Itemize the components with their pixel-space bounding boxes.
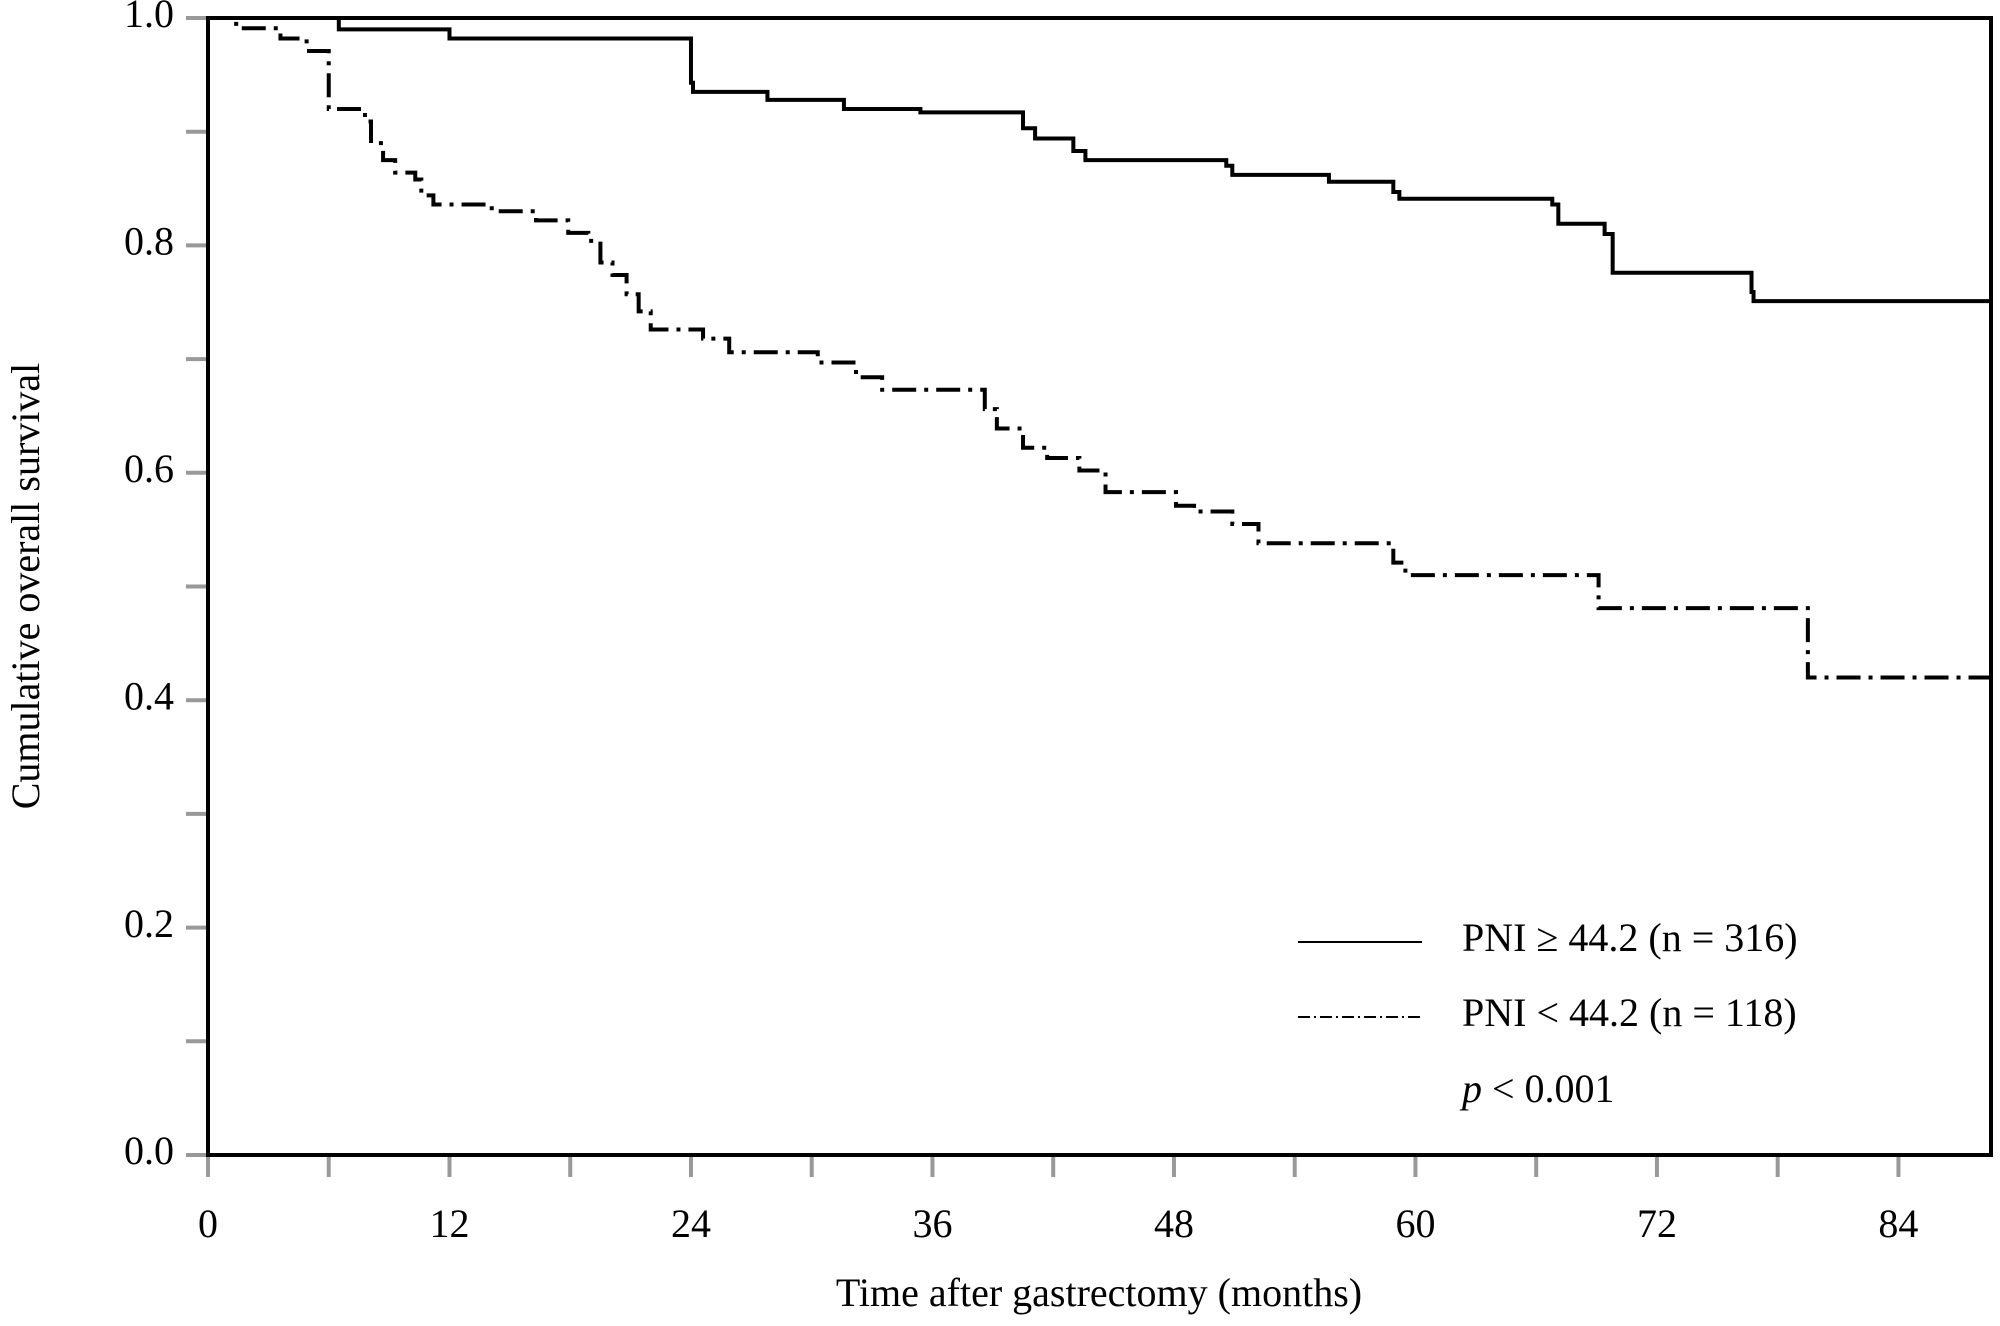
y-tick-label: 0.6: [124, 446, 174, 491]
y-axis-title: Cumulative overall survival: [3, 363, 48, 810]
x-tick-label: 36: [912, 1201, 952, 1246]
survival-curve: [208, 16, 1991, 304]
y-tick-label: 0.4: [124, 673, 174, 718]
y-tick-label: 0.2: [124, 901, 174, 946]
x-tick-label: 0: [198, 1201, 218, 1246]
plot-frame: [206, 16, 1993, 1157]
y-tick-label: 1.0: [124, 0, 174, 36]
x-tick-label: 84: [1878, 1201, 1918, 1246]
p-value-annotation: p < 0.001: [1459, 1066, 1615, 1111]
y-tick-label: 0.0: [124, 1128, 174, 1173]
legend-label: PNI < 44.2 (n = 118): [1462, 990, 1797, 1035]
survival-curve: [208, 16, 1991, 680]
x-tick-label: 12: [429, 1201, 469, 1246]
x-tick-label: 60: [1395, 1201, 1435, 1246]
x-axis-title: Time after gastrectomy (months): [836, 1270, 1362, 1315]
y-tick-label: 0.8: [124, 219, 174, 264]
x-tick-label: 48: [1154, 1201, 1194, 1246]
x-tick-label: 72: [1637, 1201, 1677, 1246]
x-tick-label: 24: [671, 1201, 711, 1246]
legend-label: PNI ≥ 44.2 (n = 316): [1462, 915, 1798, 960]
